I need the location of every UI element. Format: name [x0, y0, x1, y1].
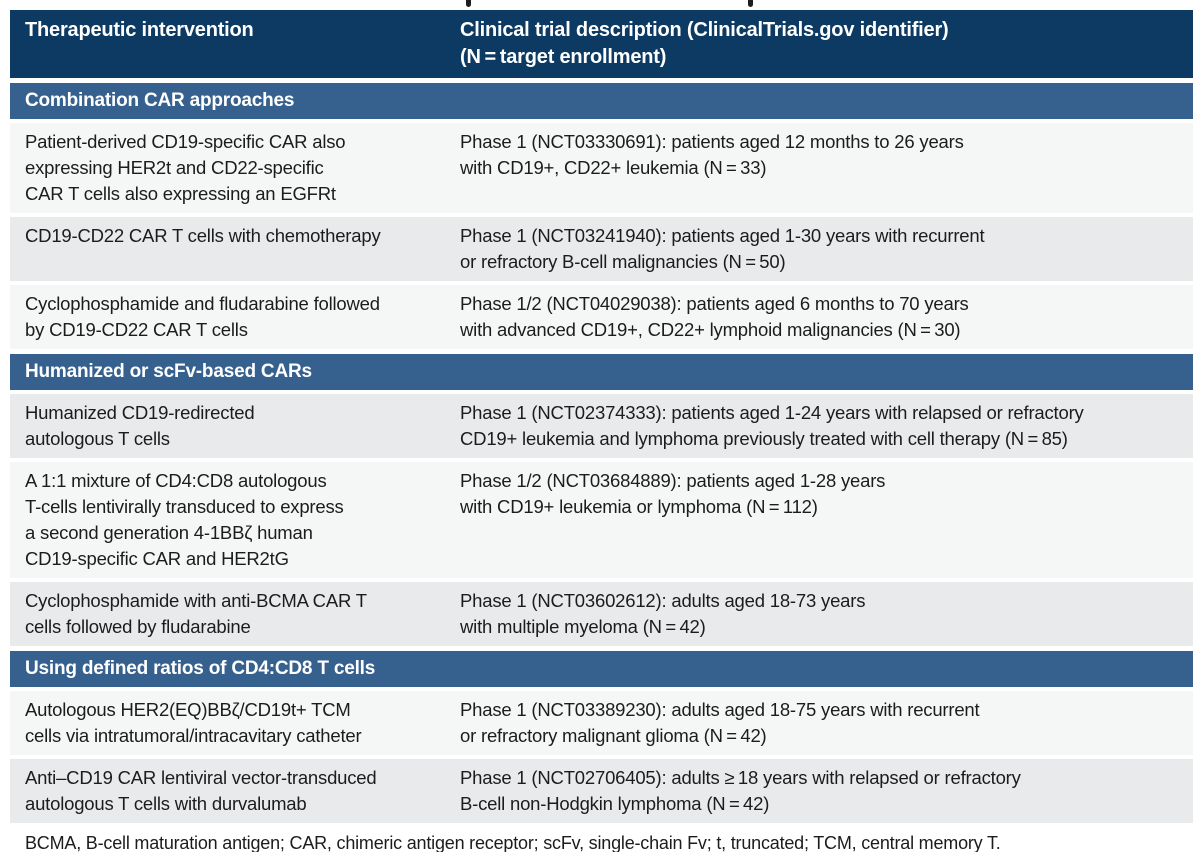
table-header-row: Therapeutic intervention Clinical trial … [10, 10, 1193, 78]
table-row: Patient-derived CD19-specific CAR also e… [10, 123, 1193, 213]
cell-intervention: CD19-CD22 CAR T cells with chemotherapy [25, 225, 381, 246]
table-row: A 1:1 mixture of CD4:CD8 autologous T-ce… [10, 462, 1193, 578]
section-header-combination-car: Combination CAR approaches [10, 83, 1193, 119]
cell-description: Phase 1 (NCT03602612): adults aged 18-73… [460, 590, 866, 637]
section-title: Using defined ratios of CD4:CD8 T cells [25, 658, 376, 679]
table-row: Cyclophosphamide and fludarabine followe… [10, 285, 1193, 349]
cell-intervention: A 1:1 mixture of CD4:CD8 autologous T-ce… [25, 470, 344, 569]
clipped-caption-strip [0, 0, 1200, 10]
table-row: Humanized CD19-redirected autologous T c… [10, 394, 1193, 458]
cell-description: Phase 1/2 (NCT03684889): patients aged 1… [460, 470, 886, 517]
cell-intervention: Cyclophosphamide and fludarabine followe… [25, 293, 380, 340]
table-row: Anti–CD19 CAR lentiviral vector-transduc… [10, 759, 1193, 823]
table-row: CD19-CD22 CAR T cells with chemotherapy … [10, 217, 1193, 281]
cell-intervention: Cyclophosphamide with anti-BCMA CAR T ce… [25, 590, 367, 637]
column-header-intervention: Therapeutic intervention [25, 19, 254, 41]
clinical-trials-table: Therapeutic intervention Clinical trial … [10, 10, 1193, 823]
clipped-caption-descender [748, 0, 753, 7]
cell-description: Phase 1 (NCT03389230): adults aged 18-75… [460, 699, 980, 746]
cell-intervention: Anti–CD19 CAR lentiviral vector-transduc… [25, 767, 377, 814]
cell-description: Phase 1 (NCT03330691): patients aged 12 … [460, 131, 964, 178]
cell-intervention: Patient-derived CD19-specific CAR also e… [25, 131, 346, 204]
cell-intervention: Humanized CD19-redirected autologous T c… [25, 402, 255, 449]
section-header-defined-ratios: Using defined ratios of CD4:CD8 T cells [10, 651, 1193, 687]
cell-intervention: Autologous HER2(EQ)BBζ/CD19t+ TCM cells … [25, 699, 362, 746]
cell-description: Phase 1/2 (NCT04029038): patients aged 6… [460, 293, 969, 340]
section-title: Humanized or scFv-based CARs [25, 361, 312, 382]
table-row: Cyclophosphamide with anti-BCMA CAR T ce… [10, 582, 1193, 646]
cell-description: Phase 1 (NCT03241940): patients aged 1-3… [460, 225, 985, 272]
cell-description: Phase 1 (NCT02706405): adults ≥ 18 years… [460, 767, 1021, 814]
clipped-caption-descender [466, 0, 471, 7]
table-footnote: BCMA, B-cell maturation antigen; CAR, ch… [25, 833, 1001, 852]
section-header-humanized-scfv: Humanized or scFv-based CARs [10, 354, 1193, 390]
column-header-description: Clinical trial description (ClinicalTria… [460, 19, 949, 68]
cell-description: Phase 1 (NCT02374333): patients aged 1-2… [460, 402, 1084, 449]
table-row: Autologous HER2(EQ)BBζ/CD19t+ TCM cells … [10, 691, 1193, 755]
section-title: Combination CAR approaches [25, 90, 295, 111]
